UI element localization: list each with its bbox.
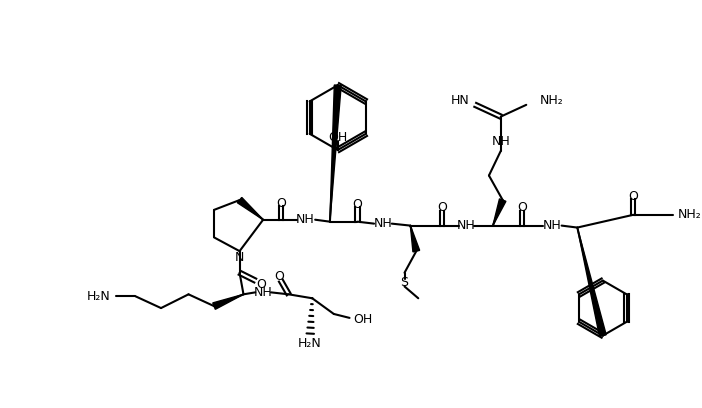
Polygon shape: [330, 85, 341, 222]
Polygon shape: [493, 199, 506, 226]
Polygon shape: [237, 197, 263, 220]
Text: H₂N: H₂N: [87, 290, 111, 303]
Text: N: N: [235, 251, 244, 264]
Text: OH: OH: [328, 131, 347, 144]
Text: NH: NH: [543, 219, 561, 232]
Text: O: O: [517, 202, 527, 215]
Text: O: O: [352, 197, 362, 211]
Text: O: O: [628, 190, 638, 203]
Text: NH₂: NH₂: [540, 94, 564, 107]
Text: OH: OH: [354, 313, 373, 326]
Text: O: O: [256, 278, 266, 291]
Text: NH: NH: [296, 213, 314, 226]
Text: O: O: [276, 197, 286, 210]
Polygon shape: [213, 294, 244, 309]
Text: NH₂: NH₂: [677, 208, 701, 221]
Text: O: O: [274, 270, 284, 283]
Text: O: O: [437, 202, 446, 215]
Text: S: S: [401, 276, 409, 289]
Text: H₂N: H₂N: [298, 337, 321, 350]
Text: NH: NH: [373, 217, 392, 230]
Polygon shape: [577, 228, 607, 336]
Text: HN: HN: [451, 94, 470, 107]
Polygon shape: [411, 226, 420, 252]
Text: NH: NH: [253, 286, 272, 299]
Text: NH: NH: [491, 135, 510, 148]
Text: NH: NH: [457, 219, 476, 232]
